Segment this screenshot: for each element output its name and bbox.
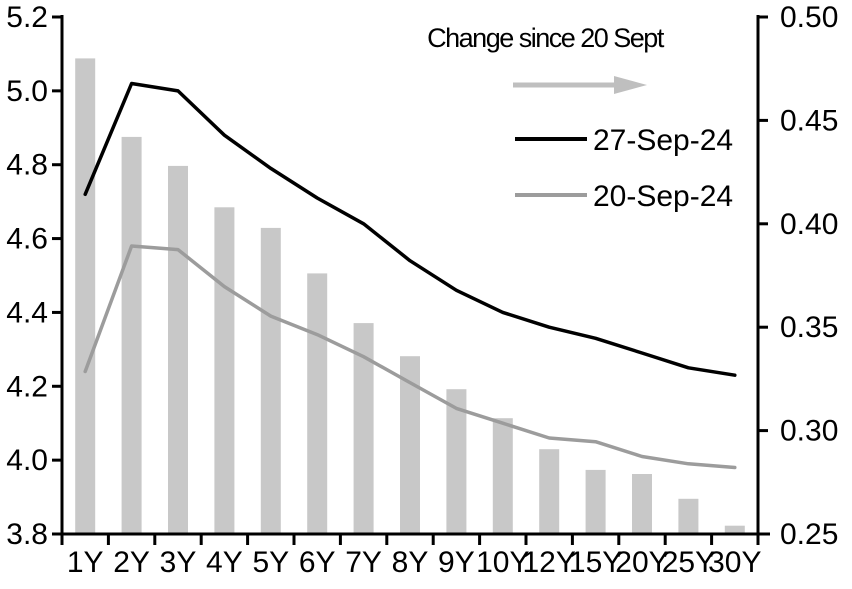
bar-change-7Y (353, 323, 374, 534)
right-axis-tick-label: 0.25 (780, 518, 838, 551)
right-axis-tick-label: 0.40 (780, 208, 838, 241)
left-axis-tick-label: 4.0 (6, 444, 48, 477)
left-axis-tick-label: 5.2 (6, 1, 48, 34)
right-arrow-head (614, 76, 647, 94)
right-axis-tick-label: 0.50 (780, 1, 838, 34)
left-axis-tick-label: 4.8 (6, 149, 48, 182)
left-axis-tick-label: 4.6 (6, 223, 48, 256)
bar-change-30Y (724, 525, 745, 534)
bar-change-10Y (492, 418, 513, 534)
legend-label-27-sep-24: 27-Sep-24 (593, 124, 733, 157)
left-axis-tick-label: 4.4 (6, 296, 48, 329)
right-arrow-icon (513, 76, 647, 94)
bar-change-2Y (121, 136, 142, 534)
x-axis-tick-label-9Y: 9Y (438, 546, 475, 579)
x-axis-tick-label-10Y: 10Y (476, 546, 529, 579)
x-axis-tick-label-4Y: 4Y (206, 546, 243, 579)
right-axis-tick-label: 0.45 (780, 104, 838, 137)
left-axis-tick-label: 5.0 (6, 75, 48, 108)
bar-change-9Y (446, 389, 467, 534)
x-axis-tick-label-8Y: 8Y (392, 546, 429, 579)
bar-change-25Y (678, 498, 699, 534)
x-axis-tick-label-2Y: 2Y (113, 546, 150, 579)
annotation-change-since-label: Change since 20 Sept (427, 23, 665, 53)
x-axis-tick-label-20Y: 20Y (615, 546, 668, 579)
x-axis-tick-label-12Y: 12Y (523, 546, 576, 579)
x-axis-tick-label-1Y: 1Y (67, 546, 104, 579)
bar-change-20Y (632, 474, 652, 534)
x-axis-tick-label-3Y: 3Y (160, 546, 197, 579)
x-axis-tick-label-6Y: 6Y (299, 546, 336, 579)
bar-change-15Y (585, 469, 606, 534)
legend-entry-20-sep-24: 20-Sep-24 (515, 180, 733, 213)
x-axis-tick-label-25Y: 25Y (662, 546, 715, 579)
bar-change-3Y (168, 165, 188, 534)
x-axis-tick-label-15Y: 15Y (569, 546, 622, 579)
series-line-20-sep-24 (83, 244, 737, 470)
bar-change-1Y (75, 58, 96, 535)
series-line-27-sep-24 (83, 81, 737, 377)
left-axis-tick-label: 3.8 (6, 518, 48, 551)
x-axis-tick-label-7Y: 7Y (345, 546, 382, 579)
bar-change-8Y (400, 356, 420, 534)
legend-label-20-sep-24: 20-Sep-24 (593, 180, 733, 213)
x-axis-tick-label-5Y: 5Y (252, 546, 289, 579)
bar-change-5Y (260, 227, 281, 534)
legend-entry-27-sep-24: 27-Sep-24 (515, 124, 733, 157)
bar-change-6Y (307, 273, 328, 534)
x-axis-tick-label-30Y: 30Y (708, 546, 761, 579)
left-axis-tick-label: 4.2 (6, 370, 48, 403)
right-axis-tick-label: 0.30 (780, 415, 838, 448)
right-axis-tick-label: 0.35 (780, 311, 838, 344)
bar-change-12Y (539, 449, 560, 534)
bar-change-4Y (214, 207, 235, 535)
